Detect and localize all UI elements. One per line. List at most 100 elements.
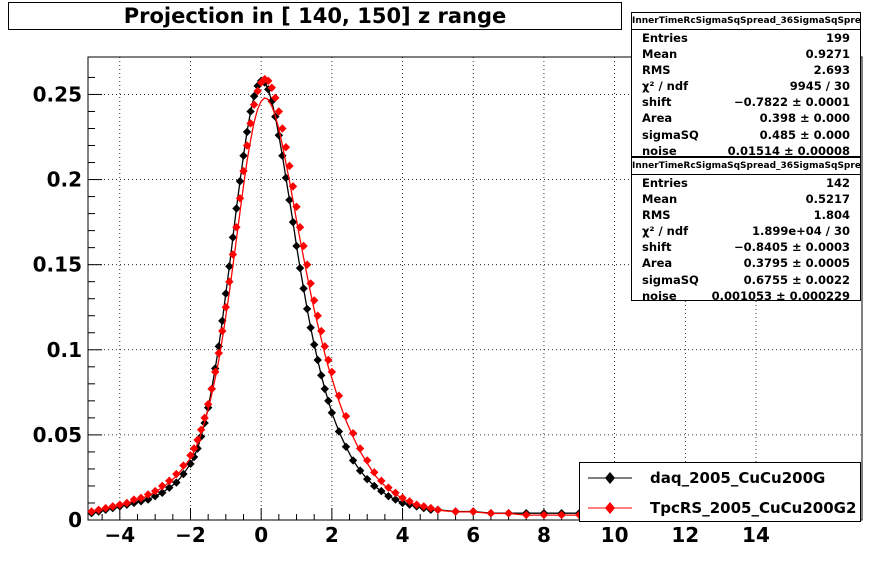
- data-point: [129, 495, 139, 504]
- stats-row: noise 0.001053 ± 0.000229: [632, 288, 860, 304]
- data-point: [469, 507, 478, 516]
- stats-key: Mean: [642, 47, 678, 62]
- stats-key: shift: [642, 240, 672, 255]
- stats-row: Area 0.398 ± 0.000: [632, 110, 860, 126]
- data-point: [274, 107, 284, 116]
- data-point: [172, 478, 181, 487]
- stats-box-header: InnerTimeRcSigmaSqSpread_36SigmaSqSpread: [632, 13, 860, 30]
- stats-value: −0.8405 ± 0.0003: [733, 240, 850, 255]
- stats-key: RMS: [642, 63, 671, 78]
- data-point: [225, 262, 234, 271]
- data-point: [172, 469, 181, 479]
- data-point: [225, 277, 234, 286]
- x-tick-label: −2: [175, 523, 206, 547]
- data-point: [341, 411, 351, 421]
- stats-value: 0.6755 ± 0.0022: [743, 272, 850, 287]
- data-point: [451, 507, 460, 516]
- stats-key: χ² / ndf: [642, 224, 689, 239]
- data-point: [292, 241, 301, 251]
- data-point: [165, 483, 174, 492]
- data-point: [207, 384, 216, 394]
- stats-value: 1.899e+04 / 30: [751, 224, 850, 239]
- data-point: [242, 127, 252, 137]
- data-point: [267, 83, 276, 92]
- stats-value: 0.001053 ± 0.000229: [711, 288, 850, 303]
- data-point: [391, 495, 400, 504]
- legend-marker-tpcrs: [588, 502, 632, 514]
- data-point: [363, 456, 372, 465]
- data-point: [317, 326, 326, 336]
- legend-item-daq: daq_2005_CuCu200G: [580, 464, 860, 492]
- data-point: [309, 340, 319, 349]
- data-point: [309, 296, 319, 305]
- data-point: [249, 100, 259, 109]
- data-point: [391, 488, 400, 497]
- y-tick-label: 0.05: [33, 423, 82, 447]
- stats-row: Area 0.3795 ± 0.0005: [632, 255, 860, 271]
- y-tick-label: 0.25: [33, 82, 82, 106]
- x-tick-label: 4: [396, 523, 410, 547]
- stats-row: χ² / ndf 9945 / 30: [632, 78, 860, 94]
- data-point: [377, 486, 386, 496]
- stats-box-daq: InnerTimeRcSigmaSqSpread_36SigmaSqSpread…: [631, 12, 861, 158]
- data-point: [200, 413, 209, 423]
- stats-row: Mean 0.5217: [632, 191, 860, 207]
- data-point: [317, 371, 326, 380]
- data-point: [193, 435, 202, 445]
- stats-row: Mean 0.9271: [632, 46, 860, 62]
- data-point: [370, 468, 379, 477]
- data-point: [320, 384, 329, 394]
- data-point: [150, 486, 160, 496]
- data-point: [334, 427, 344, 436]
- data-point: [295, 223, 305, 232]
- data-point: [221, 303, 231, 312]
- data-point: [377, 476, 386, 486]
- data-point: [302, 260, 312, 269]
- data-point: [348, 428, 358, 438]
- data-point: [295, 263, 305, 273]
- x-tick-label: 8: [537, 523, 551, 547]
- data-point: [253, 86, 262, 96]
- stats-value: 9945 / 30: [789, 79, 850, 94]
- data-point: [324, 355, 333, 365]
- stats-key: sigmaSQ: [642, 127, 699, 142]
- data-point: [313, 311, 322, 320]
- stats-key: noise: [642, 288, 677, 303]
- data-point: [189, 444, 199, 453]
- data-point: [384, 491, 393, 501]
- stats-row: Entries 199: [632, 30, 860, 46]
- data-point: [288, 182, 298, 191]
- stats-row: Entries 142: [632, 175, 860, 191]
- x-tick-label: 6: [466, 523, 480, 547]
- data-point: [412, 500, 421, 509]
- data-point: [278, 124, 287, 133]
- data-point: [158, 481, 167, 491]
- data-point: [313, 355, 322, 365]
- legend-marker-daq: [588, 472, 632, 484]
- stats-value: 142: [825, 176, 850, 190]
- stats-value: 0.9271: [805, 47, 850, 62]
- data-point: [165, 476, 174, 486]
- data-point: [232, 204, 241, 213]
- data-point: [115, 500, 125, 509]
- stats-key: Area: [642, 256, 673, 271]
- data-point: [341, 442, 351, 452]
- data-point: [306, 279, 315, 288]
- y-tick-label: 0.1: [47, 338, 82, 362]
- data-point: [94, 505, 103, 514]
- data-point: [108, 502, 117, 511]
- stats-value: 1.804: [813, 208, 850, 223]
- data-point: [355, 466, 365, 475]
- data-point: [405, 497, 414, 506]
- stats-row: sigmaSQ 0.6755 ± 0.0022: [632, 272, 860, 288]
- data-point: [136, 493, 146, 503]
- stats-box-tpcrs: InnerTimeRcSigmaSqSpread_36SigmaSqSpread…: [631, 157, 861, 304]
- data-point: [143, 495, 153, 504]
- legend-label-tpcrs: TpcRS_2005_CuCu200G2: [650, 499, 857, 517]
- data-point: [292, 202, 301, 211]
- data-point: [246, 107, 255, 116]
- stats-key: Entries: [642, 176, 688, 190]
- data-point: [288, 217, 298, 227]
- data-point: [285, 161, 294, 171]
